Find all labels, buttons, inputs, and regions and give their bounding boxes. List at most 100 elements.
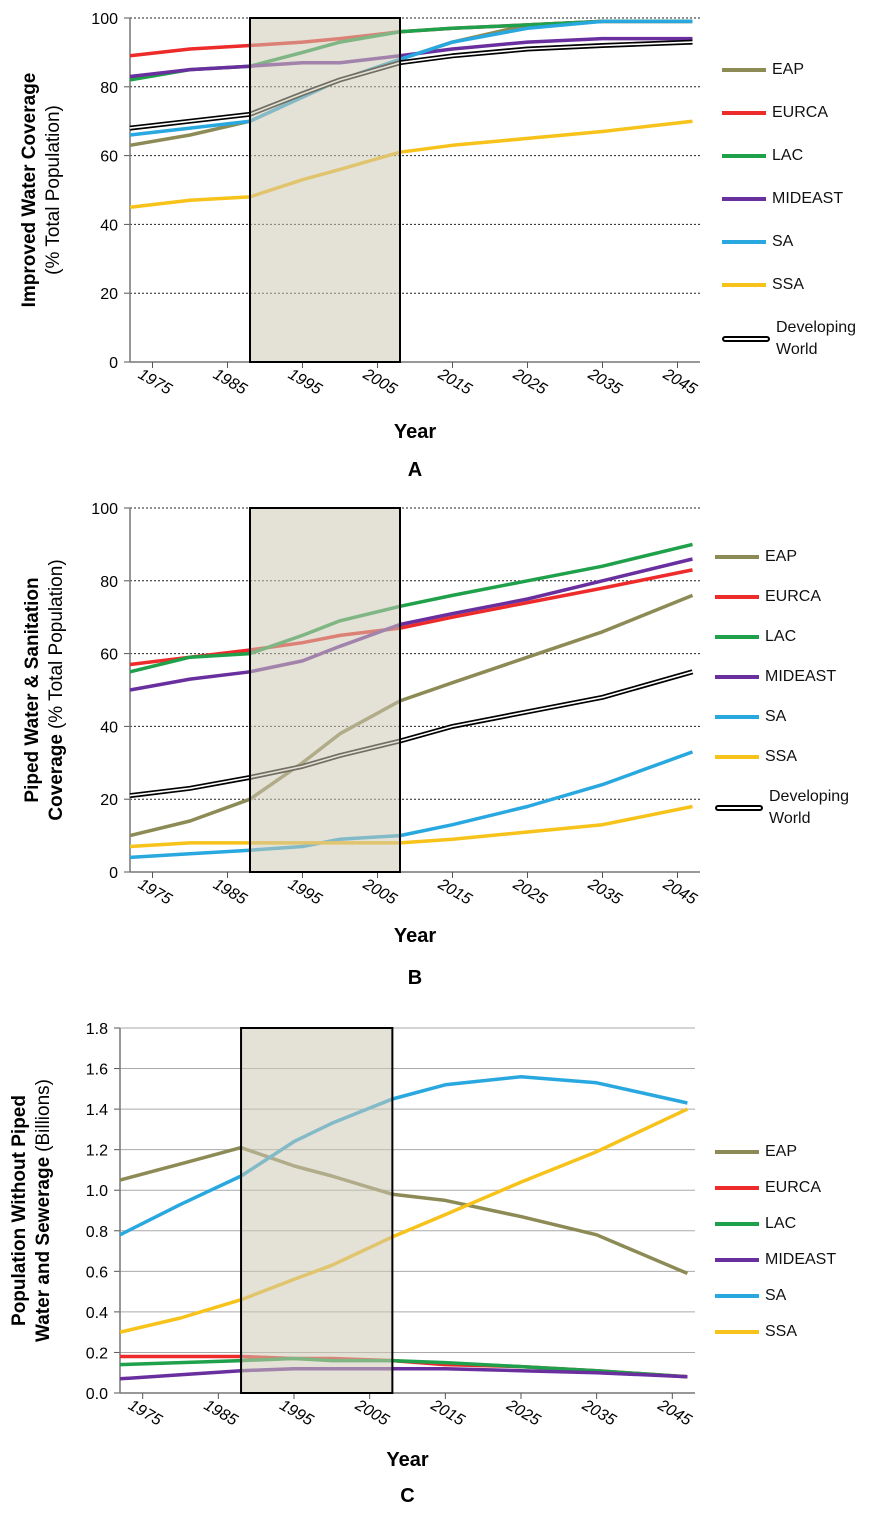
legend-item: Developing World — [722, 317, 875, 361]
series-line — [129, 19, 693, 82]
y-tick-label: 20 — [100, 286, 118, 303]
legend-item: MIDEAST — [715, 666, 875, 688]
y-axis-label-text: Improved Water Coverage — [19, 73, 40, 308]
legend-item: EAP — [722, 59, 875, 81]
y-tick-label: 0.0 — [86, 1386, 108, 1403]
legend-label: LAC — [772, 147, 804, 164]
series-line — [129, 119, 693, 209]
x-tick-label: 1975 — [135, 876, 174, 909]
y-axis-unit: (% Total Population) — [46, 559, 67, 729]
y-tick-label: 40 — [100, 719, 118, 736]
legend-label: EURCA — [772, 104, 829, 121]
x-tick-label: 2025 — [503, 1396, 543, 1429]
x-axis-label: Year — [394, 925, 436, 947]
legend-label: LAC — [765, 628, 797, 645]
y-tick-label: 60 — [100, 647, 118, 664]
panel-label: B — [408, 967, 422, 989]
legend-label: EAP — [765, 1143, 798, 1160]
y-axis-unit: (% Total Population) — [43, 105, 64, 275]
legend-swatch — [715, 1330, 759, 1334]
x-tick-label: 2015 — [434, 365, 474, 398]
y-tick-label: 1.0 — [86, 1183, 108, 1200]
legend-label: EURCA — [765, 1179, 822, 1196]
y-tick-label: 1.6 — [86, 1062, 108, 1079]
x-tick-label: 1985 — [201, 1397, 240, 1430]
legend-swatch — [722, 336, 770, 342]
x-tick-label: 1995 — [285, 366, 324, 399]
series-line-inner — [129, 671, 693, 797]
legend-swatch — [722, 154, 766, 158]
y-tick-label: 80 — [100, 80, 118, 97]
panel-label: C — [400, 1485, 414, 1507]
y-tick-label: 0.4 — [86, 1305, 108, 1322]
legend-label: EURCA — [765, 588, 822, 605]
legend-label: MIDEAST — [772, 190, 844, 207]
legend-swatch — [715, 805, 763, 811]
x-tick-label: 1975 — [125, 1397, 164, 1430]
series-line — [119, 1145, 689, 1276]
legend-swatch — [715, 1186, 759, 1190]
y-axis-unit: (Billions) — [33, 1079, 54, 1152]
y-axis-label: Improved Water Coverage — [19, 73, 40, 308]
legend-swatch — [722, 283, 766, 287]
x-tick-label: 2025 — [509, 365, 549, 398]
legend-label: Developing World — [769, 788, 850, 827]
y-axis-label: Water and Sewerage (Billions) — [33, 1079, 54, 1342]
legend-item: MIDEAST — [715, 1249, 875, 1271]
legend-label: MIDEAST — [765, 668, 837, 685]
y-tick-label: 0.2 — [86, 1345, 108, 1362]
y-axis-label: Population Without Piped — [9, 1095, 30, 1326]
x-tick-label: 2005 — [351, 1396, 391, 1429]
legend-item: MIDEAST — [722, 188, 875, 210]
y-tick-label: 60 — [100, 149, 118, 166]
y-tick-label: 1.4 — [86, 1102, 108, 1119]
y-tick-label: 1.8 — [86, 1021, 108, 1038]
x-axis-label: Year — [394, 421, 436, 443]
x-tick-label: 2035 — [578, 1396, 618, 1429]
x-tick-label: 1985 — [210, 366, 249, 399]
x-tick-label: 2015 — [427, 1396, 467, 1429]
legend-swatch — [722, 111, 766, 115]
legend-swatch — [722, 68, 766, 72]
y-tick-label: 1.2 — [86, 1143, 108, 1160]
x-tick-label: 1975 — [135, 366, 174, 399]
y-tick-label: 0.6 — [86, 1264, 108, 1281]
legend-item: EURCA — [715, 1177, 875, 1199]
y-tick-label: 100 — [91, 11, 118, 28]
x-tick-label: 2005 — [359, 365, 399, 398]
legend-item: SA — [715, 1285, 875, 1307]
legend-swatch — [715, 595, 759, 599]
legend-label: LAC — [765, 1215, 797, 1232]
x-tick-label: 2005 — [359, 875, 399, 908]
series-line — [119, 1107, 689, 1334]
y-tick-label: 100 — [91, 501, 118, 518]
legend-item: SA — [722, 231, 875, 253]
legend-swatch — [715, 635, 759, 639]
x-tick-label: 2045 — [659, 365, 699, 398]
legend-item: SSA — [715, 1321, 875, 1343]
legend-label: EAP — [765, 548, 798, 565]
x-axis-label: Year — [386, 1449, 428, 1471]
legend-swatch — [715, 1294, 759, 1298]
y-axis-label-text: Water and Sewerage — [33, 1157, 54, 1342]
x-tick-label: 2025 — [509, 875, 549, 908]
shaded-period — [249, 507, 401, 873]
legend-label: SSA — [765, 748, 798, 765]
legend-item: SSA — [722, 274, 875, 296]
y-axis-label-text: Coverage — [46, 734, 67, 821]
legend-swatch — [722, 197, 766, 201]
x-tick-label: 2045 — [654, 1396, 694, 1429]
x-tick-label: 2035 — [584, 875, 624, 908]
legend-item: SSA — [715, 746, 875, 768]
legend-swatch — [715, 715, 759, 719]
shaded-period — [240, 1027, 394, 1394]
legend-label: SSA — [772, 276, 805, 293]
legend-item: SA — [715, 706, 875, 728]
legend-label: EAP — [772, 61, 805, 78]
legend-item: EAP — [715, 1141, 875, 1163]
legend-swatch — [715, 1258, 759, 1262]
legend-label: MIDEAST — [765, 1251, 837, 1268]
y-axis-label-text: Population Without Piped — [9, 1095, 30, 1326]
